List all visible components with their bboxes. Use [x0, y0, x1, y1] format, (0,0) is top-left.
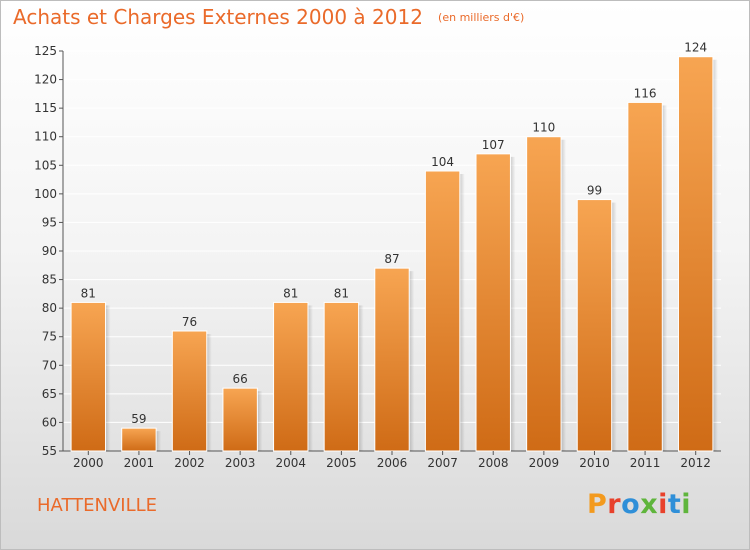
- data-label-2011: 116: [634, 86, 657, 100]
- y-tick-label: 55: [42, 444, 57, 458]
- data-label-2004: 81: [283, 286, 298, 300]
- chart-title: Achats et Charges Externes 2000 à 2012: [13, 5, 423, 29]
- y-tick-label: 120: [34, 73, 57, 87]
- logo-letter: P: [587, 489, 608, 520]
- y-tick-label: 70: [42, 358, 57, 372]
- bar-2002: [171, 330, 208, 452]
- logo-letter: o: [621, 489, 641, 520]
- data-label-2008: 107: [482, 138, 505, 152]
- bar-shadow: [156, 431, 162, 451]
- x-tick-label: 2003: [225, 456, 256, 470]
- y-tick-label: 95: [42, 215, 57, 229]
- bar-shadow: [459, 174, 465, 451]
- bar-2008: [475, 153, 511, 452]
- x-tick-label: 2011: [630, 456, 661, 470]
- data-label-2000: 81: [81, 286, 96, 300]
- x-tick-label: 2005: [326, 456, 357, 470]
- y-tick-label: 75: [42, 330, 57, 344]
- y-tick-label: 65: [42, 387, 57, 401]
- data-label-2001: 59: [131, 412, 146, 426]
- chart-unit: (en milliers d'€): [438, 11, 525, 24]
- bar-2010: [576, 199, 613, 452]
- bar-2009: [526, 136, 562, 452]
- data-label-2003: 66: [233, 372, 248, 386]
- y-tick-label: 100: [34, 187, 57, 201]
- bar-shadow: [712, 59, 718, 451]
- y-tick-label: 90: [42, 244, 57, 258]
- x-tick-label: 2008: [478, 456, 509, 470]
- proxiti-logo: Proxiti: [587, 489, 691, 520]
- bar-shadow: [662, 105, 668, 451]
- data-label-2010: 99: [587, 184, 602, 198]
- bar-2006: [374, 267, 410, 452]
- chart-title-block: Achats et Charges Externes 2000 à 2012 (…: [13, 5, 524, 29]
- y-tick-label: 105: [34, 158, 57, 172]
- bar-2011: [627, 101, 663, 452]
- x-tick-label: 2002: [174, 456, 205, 470]
- bar-2012: [677, 56, 714, 452]
- data-label-2005: 81: [334, 286, 349, 300]
- bar-shadow: [561, 139, 567, 451]
- data-label-2012: 124: [684, 41, 707, 55]
- bar-2003: [222, 387, 258, 452]
- bar-2007: [424, 170, 461, 452]
- bar-2005: [323, 301, 360, 452]
- y-tick-label: 80: [42, 301, 57, 315]
- bar-shadow: [307, 305, 313, 451]
- bar-shadow: [358, 305, 364, 451]
- data-label-2007: 104: [431, 155, 454, 169]
- data-label-2006: 87: [384, 252, 399, 266]
- bar-2004: [273, 301, 309, 452]
- logo-letter: r: [607, 489, 622, 520]
- x-tick-label: 2010: [579, 456, 610, 470]
- y-tick-label: 60: [42, 415, 57, 429]
- place-name: HATTENVILLE: [37, 495, 158, 516]
- x-tick-label: 2006: [377, 456, 408, 470]
- x-tick-label: 2000: [73, 456, 104, 470]
- data-label-2002: 76: [182, 315, 197, 329]
- logo-letter: t: [667, 489, 682, 520]
- bar-shadow: [105, 305, 111, 451]
- y-tick-label: 125: [34, 44, 57, 58]
- x-tick-label: 2007: [427, 456, 458, 470]
- bar-shadow: [409, 271, 415, 451]
- data-label-2009: 110: [532, 121, 555, 135]
- y-tick-label: 115: [34, 101, 57, 115]
- bar-2001: [121, 427, 157, 452]
- x-tick-label: 2012: [680, 456, 711, 470]
- x-tick-label: 2009: [529, 456, 560, 470]
- x-tick-label: 2004: [275, 456, 306, 470]
- y-tick-label: 85: [42, 273, 57, 287]
- bar-shadow: [257, 391, 263, 451]
- logo-letter: i: [658, 489, 668, 520]
- bar-shadow: [206, 334, 212, 451]
- bar-2000: [70, 301, 107, 452]
- bar-shadow: [510, 156, 516, 451]
- x-tick-label: 2001: [124, 456, 155, 470]
- logo-letter: x: [640, 489, 659, 520]
- bar-shadow: [611, 202, 617, 451]
- logo-letter: i: [681, 489, 692, 520]
- y-tick-label: 110: [34, 130, 57, 144]
